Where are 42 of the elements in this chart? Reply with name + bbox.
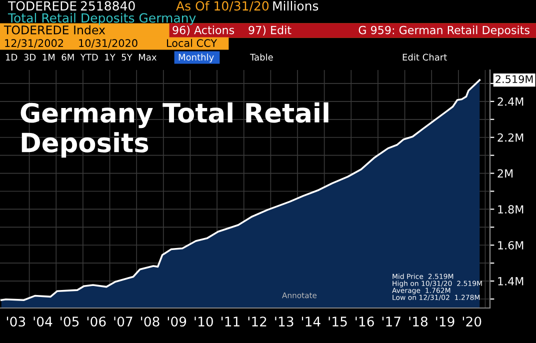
text: G 959: German Retail Deposits xyxy=(358,26,530,36)
y-tick-label: 2.2M xyxy=(498,133,524,142)
text: 96) Actions xyxy=(172,26,234,36)
text: 1D 3D 1M 6M YTD 1Y 5Y Max xyxy=(6,54,156,61)
text: Germany Total Retail Deposits xyxy=(20,102,328,158)
text: Edit Chart xyxy=(402,54,447,61)
x-tick-label: '10 xyxy=(194,316,213,327)
text: 12/31/2002 xyxy=(5,39,63,48)
annotation: 2.519M xyxy=(496,75,533,84)
x-tick-label: '17 xyxy=(382,316,400,326)
text: TODEREDE xyxy=(8,1,76,11)
x-tick-label: '13 xyxy=(275,316,294,327)
text: Monthly xyxy=(178,54,214,62)
x-tick-label: '12 xyxy=(248,316,266,326)
x-tick-label: '07 xyxy=(114,316,132,327)
x-tick-label: '11 xyxy=(222,316,240,326)
text: TODEREDE Index xyxy=(4,25,106,34)
text: 2518840 xyxy=(80,1,135,11)
x-tick-label: '04 xyxy=(34,316,52,327)
text: Table xyxy=(250,54,273,61)
x-tick-label: '05 xyxy=(60,316,79,327)
text: Millions xyxy=(273,0,318,11)
text: 97) Edit xyxy=(248,26,292,36)
y-tick-label: 2.4M xyxy=(498,97,524,106)
text: Local CCY xyxy=(167,38,218,48)
y-tick-label: 1.8M xyxy=(498,205,524,214)
x-tick-label: '18 xyxy=(409,316,428,327)
text: As Of 10/31/20 xyxy=(176,0,269,12)
x-tick-label: '19 xyxy=(436,316,454,327)
x-tick-label: '08 xyxy=(141,316,160,327)
x-tick-label: '09 xyxy=(168,316,186,327)
y-tick-label: 2M xyxy=(498,169,513,178)
x-tick-label: '20 xyxy=(462,316,482,327)
x-tick-label: '06 xyxy=(87,316,106,327)
text: 10/31/2020 xyxy=(79,39,138,48)
text: Total Retail Deposits Germany xyxy=(8,12,196,26)
x-tick-label: '14 xyxy=(302,316,320,326)
x-tick-label: '15 xyxy=(328,316,347,327)
y-tick-label: 1.4M xyxy=(498,277,524,286)
x-tick-label: '03 xyxy=(6,316,26,327)
y-tick-label: 1.6M xyxy=(498,241,524,250)
x-tick-label: '16 xyxy=(356,316,374,327)
